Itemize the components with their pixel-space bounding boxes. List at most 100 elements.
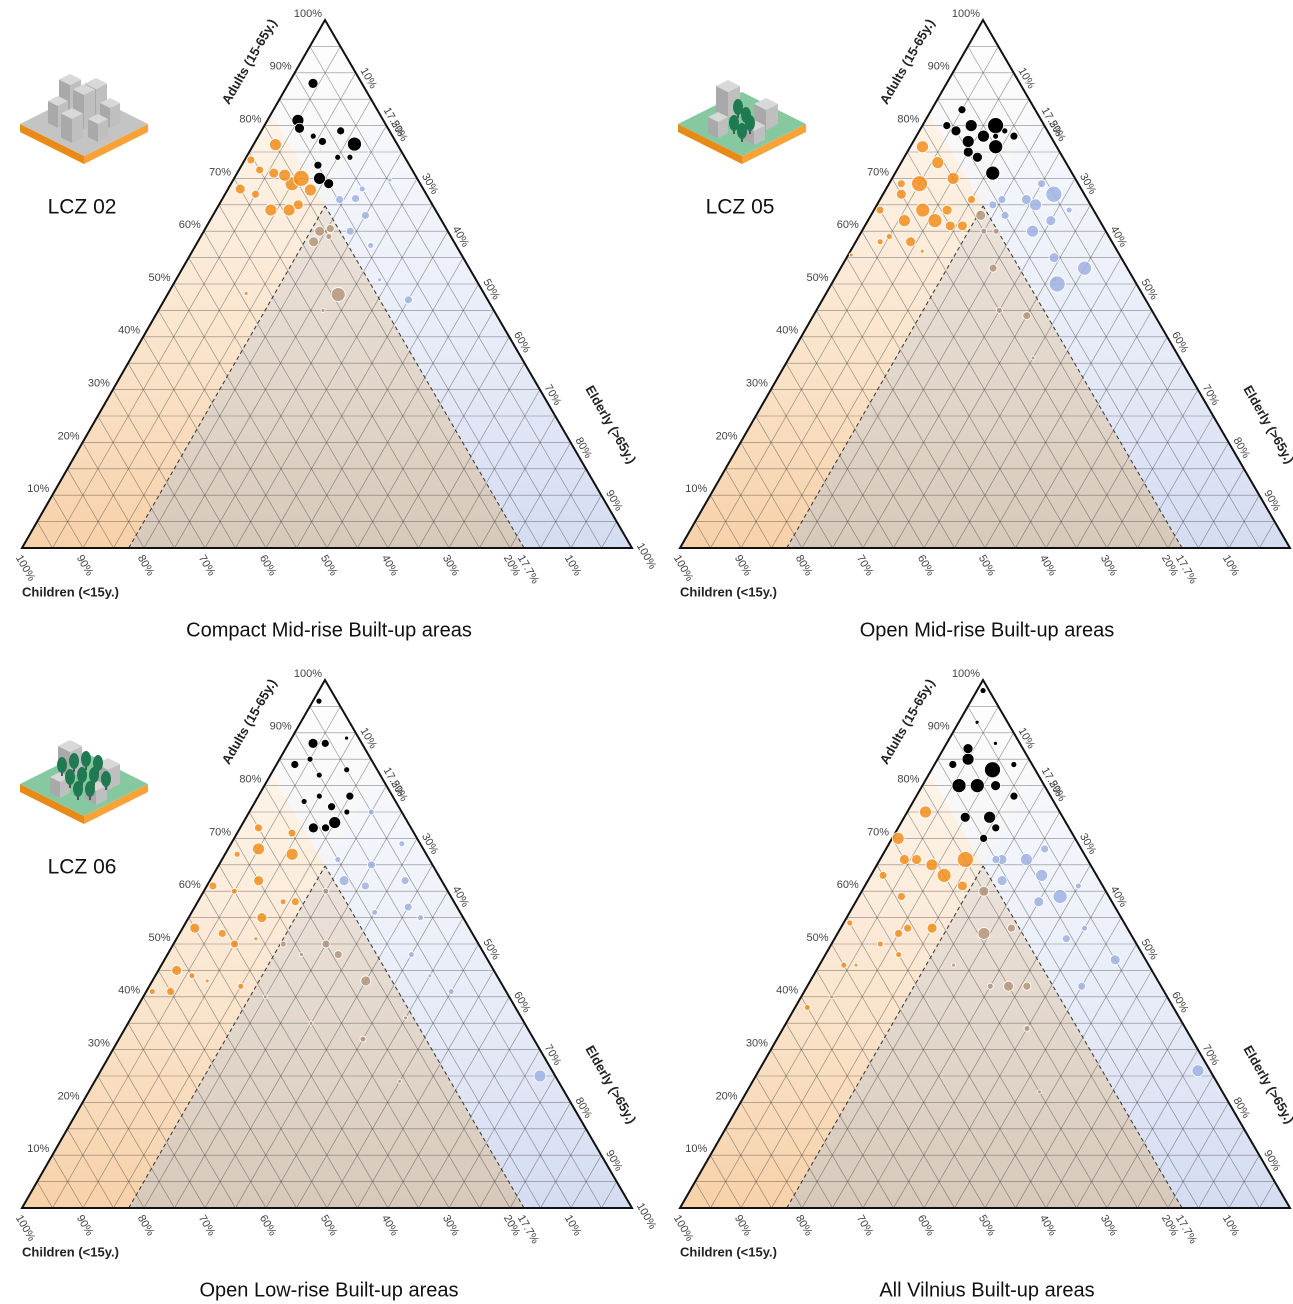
grid-line xyxy=(387,336,510,549)
data-point xyxy=(322,887,330,895)
data-point xyxy=(400,876,410,886)
children-tick-label: 100% xyxy=(13,1213,38,1244)
region-both xyxy=(786,865,1183,1208)
grid-line xyxy=(876,204,1077,549)
grid-line xyxy=(418,363,525,549)
icon-face xyxy=(50,777,60,798)
adults-tick-label: 80% xyxy=(239,774,261,786)
grid-line xyxy=(448,1049,541,1209)
data-point xyxy=(320,307,326,313)
grid-line xyxy=(893,864,1091,1209)
grid-line xyxy=(67,468,114,549)
children-tick-label: 100% xyxy=(671,1213,696,1244)
data-point xyxy=(294,122,305,134)
data-point xyxy=(978,885,990,897)
adults-tick-label: 20% xyxy=(58,1090,80,1102)
reference-line xyxy=(982,865,1183,1209)
grid-line xyxy=(876,864,1077,1209)
children-tick-label: 80% xyxy=(135,553,157,578)
grid-line xyxy=(725,1128,772,1209)
adults-tick-label: 90% xyxy=(270,61,292,73)
grid-line xyxy=(1228,1155,1260,1209)
elderly-tick-label: 100% xyxy=(634,1201,659,1232)
icon-face xyxy=(48,101,58,128)
grid-line xyxy=(52,46,341,549)
children-tick-label: 50% xyxy=(976,553,998,578)
children-tick-label: 60% xyxy=(915,1213,937,1238)
data-point xyxy=(1048,252,1060,264)
icon-face xyxy=(716,80,740,92)
data-point xyxy=(315,771,323,779)
data-point xyxy=(992,227,1000,235)
children-tick-label: 70% xyxy=(196,1213,218,1238)
data-point xyxy=(957,220,968,232)
reference-line xyxy=(128,865,326,1209)
icon-tree xyxy=(77,767,87,783)
children-tick-label: 80% xyxy=(793,553,815,578)
grid-line xyxy=(1015,970,1153,1209)
children-tick-label: 10% xyxy=(1220,1213,1242,1238)
data-point xyxy=(1065,206,1073,214)
data-point xyxy=(255,165,265,175)
data-point xyxy=(977,927,991,940)
data-point xyxy=(911,175,928,193)
data-point xyxy=(942,121,952,130)
reference-line xyxy=(786,865,984,1209)
icon-tree xyxy=(89,767,99,783)
data-point xyxy=(427,973,433,979)
icon-face xyxy=(96,785,107,805)
grid-line xyxy=(710,46,999,549)
data-point xyxy=(1026,224,1040,238)
grid-line xyxy=(601,521,617,549)
data-point xyxy=(315,697,323,705)
data-point xyxy=(327,802,336,812)
data-point xyxy=(891,831,905,845)
region-children xyxy=(680,773,984,1208)
data-point xyxy=(334,153,342,161)
grid-line xyxy=(984,943,1137,1209)
grid-line xyxy=(235,204,433,549)
data-point xyxy=(292,199,304,211)
data-point xyxy=(308,236,320,248)
data-point xyxy=(303,183,317,197)
icon-tree xyxy=(733,99,743,115)
grid-line xyxy=(846,257,1016,549)
data-point xyxy=(1010,761,1018,768)
icon-face xyxy=(84,784,148,824)
grid-line xyxy=(846,917,1016,1209)
adults-tick-label: 40% xyxy=(118,325,140,337)
data-point xyxy=(300,798,308,805)
icon-tree xyxy=(745,115,755,131)
grid-line xyxy=(188,257,358,549)
data-point xyxy=(1037,179,1046,189)
grid-line xyxy=(770,1049,864,1209)
data-point xyxy=(313,171,326,185)
data-point xyxy=(237,982,245,990)
data-point xyxy=(1048,275,1066,293)
children-tick-label: 70% xyxy=(196,553,218,578)
data-point xyxy=(911,854,922,865)
grid-line xyxy=(954,257,1122,549)
data-point xyxy=(344,735,349,741)
data-point xyxy=(1009,131,1019,141)
data-point xyxy=(951,962,956,968)
triangle-outline xyxy=(20,678,634,1209)
data-point xyxy=(320,738,330,748)
triangle-outline xyxy=(678,678,1292,1209)
data-point xyxy=(328,816,342,829)
children-axis-title: Children (<15y.) xyxy=(680,1244,777,1259)
data-point xyxy=(925,858,939,872)
region-both xyxy=(128,865,525,1208)
data-point xyxy=(171,964,183,976)
data-point xyxy=(1019,853,1033,866)
adults-tick-label: 60% xyxy=(179,219,201,231)
grid-line xyxy=(906,151,1138,549)
grid-line xyxy=(1045,996,1168,1209)
data-point xyxy=(1035,868,1049,882)
chart-title: Compact Mid-rise Built-up areas xyxy=(186,619,472,641)
data-point xyxy=(1040,844,1050,854)
data-point xyxy=(876,238,884,246)
children-tick-label: 40% xyxy=(379,1213,401,1238)
children-tick-label: 60% xyxy=(257,553,279,578)
data-point xyxy=(188,972,196,980)
